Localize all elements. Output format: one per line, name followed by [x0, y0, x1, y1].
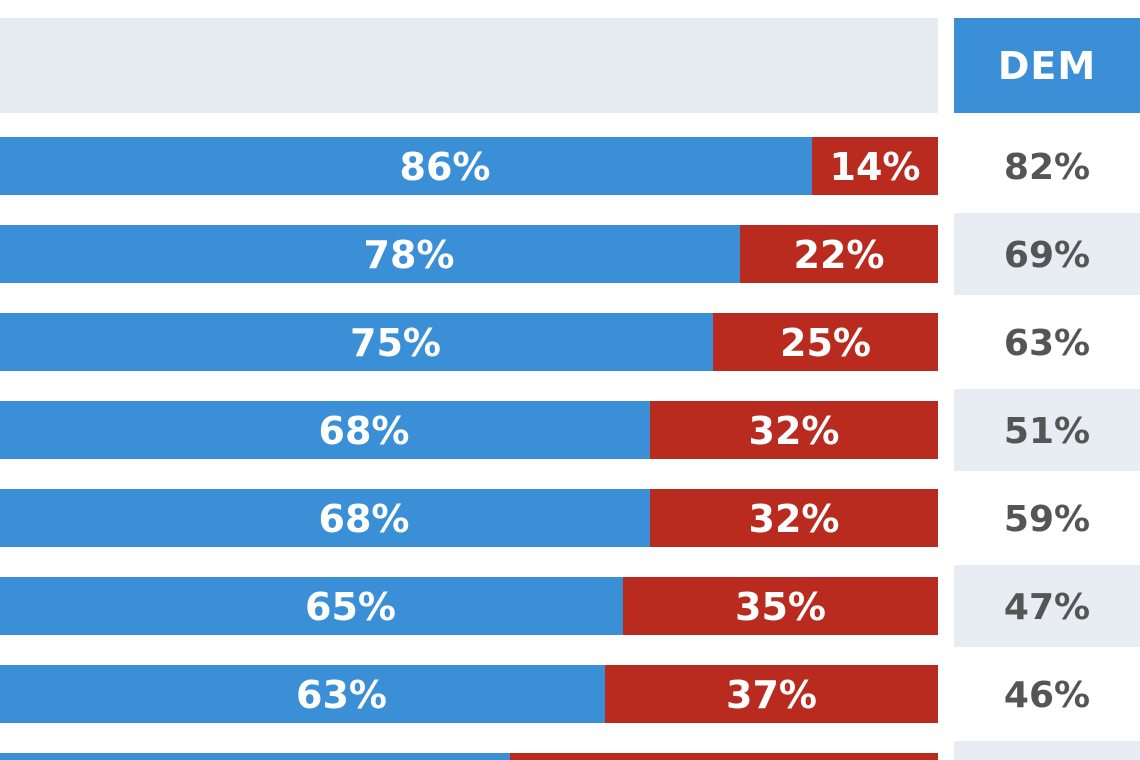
- bar-blue-segment: [0, 225, 740, 283]
- bar-red-label: 32%: [749, 409, 840, 453]
- bar-red-label: 22%: [794, 233, 885, 277]
- bar-red-label: 35%: [735, 585, 826, 629]
- bar-red-label: 37%: [726, 673, 817, 717]
- bar-red-segment: [650, 401, 938, 459]
- bar-red-segment: [650, 489, 938, 547]
- dem-column-value: 59%: [1004, 499, 1090, 540]
- dem-column-header: DEM: [954, 18, 1140, 113]
- bar-red-segment: [623, 577, 938, 635]
- dem-column-cell-bg: [954, 565, 1140, 647]
- bar-blue-label: 63%: [296, 673, 387, 717]
- bar-blue-label: 86%: [400, 145, 491, 189]
- bar-red-segment: [605, 665, 938, 723]
- bar-blue-segment: [0, 489, 650, 547]
- bar-blue-segment: [0, 577, 623, 635]
- bar-red-label: 32%: [749, 497, 840, 541]
- dem-column-value: 69%: [1004, 235, 1090, 276]
- dem-column-value: 46%: [1004, 675, 1090, 716]
- bar-blue-segment-partial: [0, 753, 510, 760]
- dem-column-cell-bg: [954, 213, 1140, 295]
- header-band: [0, 18, 938, 113]
- bar-blue-label: 75%: [350, 321, 441, 365]
- bar-red-segment: [812, 137, 938, 195]
- bar-red-segment: [740, 225, 938, 283]
- bar-blue-label: 78%: [364, 233, 455, 277]
- bar-blue-segment: [0, 137, 812, 195]
- bar-blue-label: 65%: [305, 585, 396, 629]
- bar-red-label: 14%: [830, 145, 921, 189]
- bar-red-segment: [713, 313, 938, 371]
- dem-column-value: 47%: [1004, 587, 1090, 628]
- bar-blue-segment: [0, 401, 650, 459]
- bar-blue-label: 68%: [319, 409, 410, 453]
- dem-column-value: 51%: [1004, 411, 1090, 452]
- bar-red-label: 25%: [780, 321, 871, 365]
- dem-column-value: 63%: [1004, 323, 1090, 364]
- dem-column-cell-bg-partial: [954, 741, 1140, 760]
- dem-column-value: 82%: [1004, 147, 1090, 188]
- bar-blue-segment: [0, 313, 713, 371]
- bar-red-segment-partial: [510, 753, 938, 760]
- bar-blue-segment: [0, 665, 605, 723]
- dem-column-cell-bg: [954, 389, 1140, 471]
- bar-blue-label: 68%: [319, 497, 410, 541]
